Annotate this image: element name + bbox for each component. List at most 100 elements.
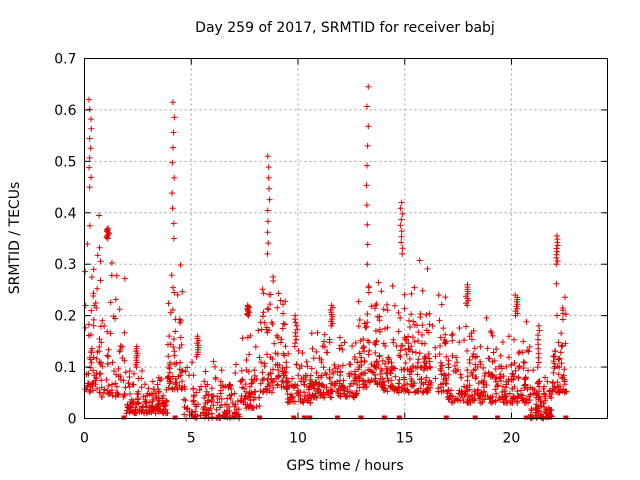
data-point bbox=[449, 337, 456, 344]
data-point bbox=[228, 386, 235, 393]
data-point bbox=[229, 399, 236, 406]
data-point bbox=[264, 383, 271, 390]
data-point bbox=[414, 371, 421, 378]
data-point bbox=[559, 316, 566, 323]
data-point bbox=[191, 392, 198, 399]
data-points bbox=[82, 83, 570, 422]
data-point bbox=[94, 285, 101, 292]
baseline-marker bbox=[301, 415, 307, 420]
data-point bbox=[264, 329, 271, 336]
data-point bbox=[444, 390, 451, 397]
data-point bbox=[352, 368, 359, 375]
data-point bbox=[416, 257, 423, 264]
data-point bbox=[372, 349, 379, 356]
data-point bbox=[239, 335, 246, 342]
data-point bbox=[180, 396, 187, 403]
data-point bbox=[84, 241, 91, 248]
data-point bbox=[488, 329, 495, 336]
data-point bbox=[535, 378, 542, 385]
data-point bbox=[329, 369, 336, 376]
data-point bbox=[308, 330, 315, 337]
data-point bbox=[227, 395, 234, 402]
data-point bbox=[553, 280, 560, 287]
data-point bbox=[468, 330, 475, 337]
data-point bbox=[358, 370, 365, 377]
data-point bbox=[85, 321, 92, 328]
data-point bbox=[556, 355, 563, 362]
data-point bbox=[178, 368, 185, 375]
data-point bbox=[243, 356, 250, 363]
baseline-marker bbox=[495, 415, 501, 420]
data-point bbox=[160, 399, 167, 406]
data-point bbox=[540, 386, 547, 393]
data-point bbox=[550, 385, 557, 392]
data-point bbox=[289, 375, 296, 382]
data-point bbox=[450, 368, 457, 375]
data-point bbox=[93, 355, 100, 362]
data-point bbox=[428, 379, 435, 386]
data-point bbox=[174, 386, 181, 393]
data-point bbox=[239, 376, 246, 383]
data-point bbox=[184, 405, 191, 412]
data-point bbox=[166, 333, 173, 340]
data-point bbox=[88, 174, 95, 181]
data-point bbox=[289, 393, 296, 400]
data-point bbox=[169, 386, 176, 393]
data-point bbox=[163, 410, 170, 417]
data-point bbox=[113, 383, 120, 390]
data-point bbox=[269, 321, 276, 328]
data-point bbox=[535, 403, 542, 410]
data-point bbox=[411, 389, 418, 396]
data-point bbox=[284, 399, 291, 406]
data-point bbox=[373, 358, 380, 365]
data-point bbox=[419, 287, 426, 294]
data-point bbox=[266, 185, 273, 192]
data-point bbox=[293, 361, 300, 368]
data-point bbox=[506, 390, 513, 397]
data-point bbox=[165, 300, 172, 307]
data-point bbox=[129, 400, 136, 407]
data-point bbox=[493, 390, 500, 397]
data-point bbox=[146, 391, 153, 398]
data-point bbox=[383, 370, 390, 377]
data-point bbox=[542, 374, 549, 381]
data-point bbox=[420, 388, 427, 395]
data-point bbox=[390, 339, 397, 346]
data-point bbox=[514, 398, 521, 405]
data-point bbox=[558, 343, 565, 350]
data-point bbox=[242, 381, 249, 388]
data-point bbox=[340, 384, 347, 391]
data-point bbox=[339, 362, 346, 369]
data-point bbox=[546, 412, 553, 419]
data-point bbox=[211, 363, 218, 370]
data-point bbox=[144, 409, 151, 416]
data-point bbox=[472, 375, 479, 382]
data-point bbox=[509, 385, 516, 392]
data-point bbox=[437, 381, 444, 388]
data-point bbox=[203, 409, 210, 416]
data-point bbox=[146, 399, 153, 406]
data-point bbox=[367, 367, 374, 374]
data-point bbox=[341, 339, 348, 346]
data-point bbox=[210, 402, 217, 409]
data-point bbox=[285, 350, 292, 357]
data-point bbox=[177, 334, 184, 341]
data-point bbox=[257, 319, 264, 326]
data-point bbox=[328, 387, 335, 394]
data-point bbox=[469, 353, 476, 360]
data-point bbox=[418, 379, 425, 386]
data-point bbox=[202, 414, 209, 421]
data-point bbox=[371, 363, 378, 370]
data-point bbox=[131, 410, 138, 417]
data-point bbox=[378, 367, 385, 374]
data-point bbox=[499, 383, 506, 390]
data-point bbox=[94, 385, 101, 392]
data-point bbox=[107, 330, 114, 337]
data-point bbox=[445, 371, 452, 378]
data-point bbox=[335, 363, 342, 370]
data-point bbox=[275, 366, 282, 373]
data-point bbox=[166, 361, 173, 368]
data-point bbox=[348, 389, 355, 396]
data-point bbox=[355, 298, 362, 305]
data-point bbox=[372, 327, 379, 334]
